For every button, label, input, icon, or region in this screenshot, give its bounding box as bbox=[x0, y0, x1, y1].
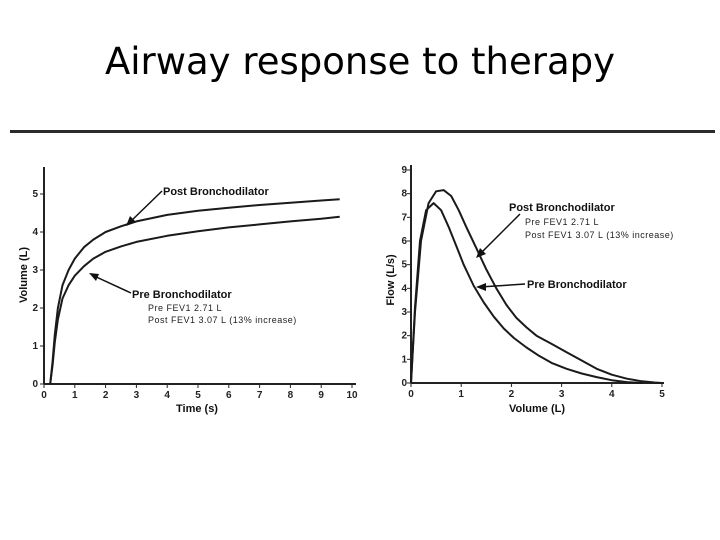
flow-volume-post-series-line bbox=[410, 189, 663, 384]
flow-volume-y-label: Flow (L/s) bbox=[385, 254, 397, 306]
flow-volume-y-tick-label: 3 bbox=[401, 307, 407, 318]
flow-volume-y-tick-label: 6 bbox=[401, 236, 407, 247]
volume-time-x-tick-label: 2 bbox=[103, 390, 109, 401]
flow-volume-post-fev1: Post FEV1 3.07 L (13% increase) bbox=[525, 230, 674, 240]
volume-time-x-tick-label: 0 bbox=[41, 390, 47, 401]
volume-time-post-series-line bbox=[49, 198, 340, 385]
flow-volume-post-label: Post Bronchodilator bbox=[509, 202, 615, 214]
flow-volume-y-tick-label: 2 bbox=[401, 331, 407, 342]
volume-time-y-label: Volume (L) bbox=[18, 247, 30, 303]
volume-time-pre-fev1: Pre FEV1 2.71 L bbox=[148, 303, 222, 313]
flow-volume-y-tick-label: 7 bbox=[401, 212, 407, 223]
flow-volume-x-tick-label: 4 bbox=[609, 389, 615, 400]
flow-volume-post-arrowhead bbox=[476, 248, 486, 258]
volume-time-y-tick-label: 2 bbox=[32, 303, 38, 314]
volume-time-post-arrow bbox=[127, 190, 163, 225]
volume-time-x-tick-label: 8 bbox=[288, 390, 294, 401]
volume-time-x-tick-label: 6 bbox=[226, 390, 232, 401]
volume-time-y-tick-label: 5 bbox=[32, 189, 38, 200]
flow-volume-pre-label: Pre Bronchodilator bbox=[527, 279, 627, 291]
volume-time-y-tick-label: 1 bbox=[32, 341, 38, 352]
flow-volume-y-tick-label: 9 bbox=[401, 165, 407, 176]
flow-volume-pre-arrow bbox=[479, 283, 526, 288]
flow-volume-y-tick-label: 8 bbox=[401, 189, 407, 200]
volume-time-y-tick-label: 3 bbox=[32, 265, 38, 276]
flow-volume-x-label: Volume (L) bbox=[509, 403, 565, 415]
volume-time-post-arrowhead bbox=[126, 216, 136, 226]
volume-time-x-tick-label: 5 bbox=[195, 390, 201, 401]
volume-time-pre-arrow bbox=[91, 274, 132, 294]
volume-time-chart: 0 1 2 3 4 5 6 7 8 9 10 0 1 2 3 4 5 Time (s) Volume (L) P… bbox=[18, 167, 358, 415]
flow-volume-x-tick-label: 2 bbox=[509, 389, 515, 400]
flow-volume-chart: 0 1 2 3 4 5 0 1 2 3 4 5 6 7 8 9 Volume (L) Flow (L/s) P… bbox=[385, 165, 674, 415]
flow-volume-y-tick-label: 4 bbox=[401, 283, 407, 294]
volume-time-x-tick-label: 10 bbox=[346, 390, 358, 401]
flow-volume-x-tick-label: 0 bbox=[408, 389, 414, 400]
flow-volume-x-tick-label: 3 bbox=[559, 389, 565, 400]
slide-title: Airway response to therapy bbox=[104, 40, 616, 83]
flow-volume-x-tick-label: 1 bbox=[458, 389, 464, 400]
volume-time-y-tick-label: 0 bbox=[32, 379, 38, 390]
title-divider bbox=[10, 130, 715, 133]
volume-time-pre-label: Pre Bronchodilator bbox=[132, 289, 232, 301]
flow-volume-pre-fev1: Pre FEV1 2.71 L bbox=[525, 217, 599, 227]
volume-time-pre-series-line bbox=[49, 215, 340, 385]
flow-volume-pre-arrowhead bbox=[476, 283, 486, 291]
volume-time-x-tick-label: 3 bbox=[134, 390, 140, 401]
volume-time-x-tick-label: 1 bbox=[72, 390, 78, 401]
volume-time-x-tick-label: 4 bbox=[164, 390, 170, 401]
flow-volume-y-tick-label: 5 bbox=[401, 260, 407, 271]
flow-volume-post-arrow bbox=[477, 213, 521, 257]
flow-volume-y-tick-label: 0 bbox=[401, 378, 407, 389]
flow-volume-x-tick-label: 5 bbox=[659, 389, 665, 400]
flow-volume-pre-series-line bbox=[410, 202, 642, 384]
flow-volume-y-tick-label: 1 bbox=[401, 354, 407, 365]
volume-time-post-label: Post Bronchodilator bbox=[163, 186, 269, 198]
volume-time-x-label: Time (s) bbox=[176, 403, 218, 415]
volume-time-post-fev1: Post FEV1 3.07 L (13% increase) bbox=[148, 315, 297, 325]
volume-time-y-tick-label: 4 bbox=[32, 227, 38, 238]
volume-time-x-tick-label: 7 bbox=[257, 390, 263, 401]
volume-time-x-tick-label: 9 bbox=[318, 390, 324, 401]
volume-time-pre-arrowhead bbox=[89, 273, 99, 281]
